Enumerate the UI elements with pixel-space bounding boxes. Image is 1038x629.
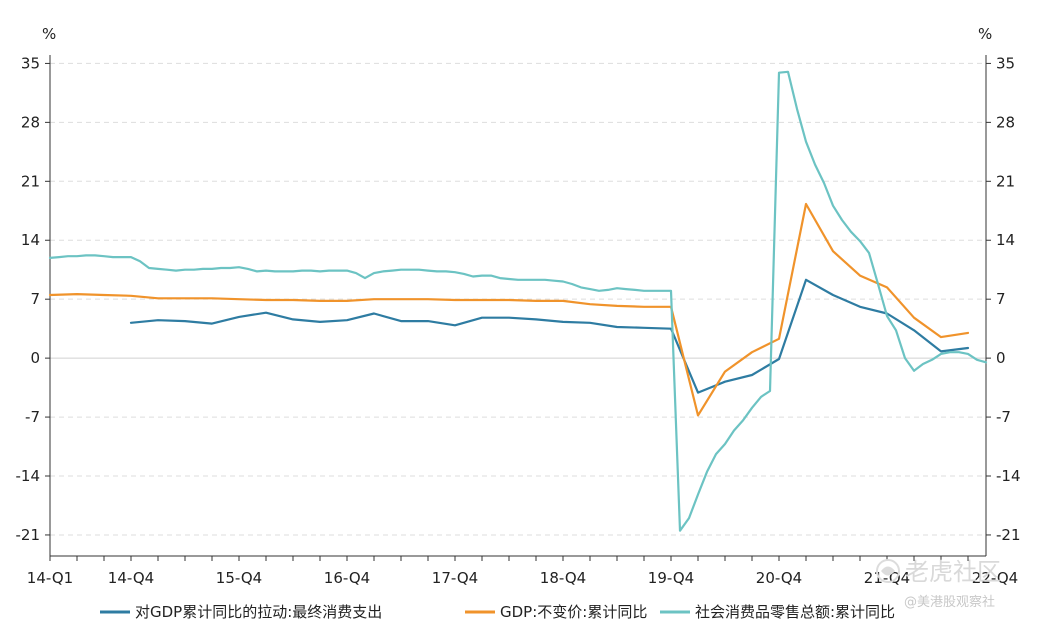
x-tick-label: 17-Q4 [432,569,478,587]
y-tick-label-right: -21 [996,526,1021,544]
watermark-logo-text: 老虎社区 [905,558,1001,586]
y-tick-label-right: -7 [996,408,1011,426]
y-tick-label-left: 21 [21,172,40,190]
x-tick-label: 18-Q4 [540,569,586,587]
x-tick-label: 19-Q4 [648,569,694,587]
left-y-tick-labels: 35 28 21 14 7 0 -7 -14 -21 [16,54,41,544]
x-tick-label: 20-Q4 [756,569,802,587]
left-axis-unit: % [42,25,56,43]
x-tick-label: 15-Q4 [216,569,262,587]
x-tick-labels: 14-Q1 14-Q4 15-Q4 16-Q4 17-Q4 18-Q4 19-Q4 20-Q4… [27,569,1018,587]
y-tick-label-right: -14 [996,467,1021,485]
grid-lines [50,62,986,536]
series-line-2 [48,202,970,417]
y-tick-label-right: 35 [996,54,1015,72]
y-tick-label-left: 14 [21,231,40,249]
right-axis-unit: % [978,25,992,43]
y-tick-label-left: 7 [30,290,40,308]
series-line-3 [48,70,988,532]
y-tick-label-left: 28 [21,113,40,131]
y-tick-label-left: 0 [30,349,40,367]
series-lines [48,70,988,532]
right-y-tick-labels: 35 28 21 14 7 0 -7 -14 -21 [996,54,1021,544]
x-tick-label: 22-Q4 [972,569,1018,587]
watermark-handle: @美港股观察社 [904,594,995,610]
y-tick-label-left: 35 [21,54,40,72]
y-tick-label-right: 21 [996,172,1015,190]
y-tick-label-right: 7 [996,290,1006,308]
tiger-logo-icon [876,559,900,583]
y-tick-label-left: -21 [16,526,41,544]
y-tick-label-left: -7 [25,408,40,426]
legend-label-2: GDP:不变价:累计同比 [500,603,647,621]
x-tick-label: 14-Q1 [27,569,73,587]
y-tick-label-right: 0 [996,349,1006,367]
axes [45,55,991,561]
y-tick-label-right: 28 [996,113,1015,131]
watermark: 老虎社区 @美港股观察社 [876,558,1001,610]
series-line-1 [129,278,970,394]
y-tick-label-right: 14 [996,231,1015,249]
legend-label-1: 对GDP累计同比的拉动:最终消费支出 [135,603,382,621]
legend: 对GDP累计同比的拉动:最终消费支出 GDP:不变价:累计同比 社会消费品零售总额:… [100,603,895,621]
y-tick-label-left: -14 [16,467,41,485]
x-tick-label: 16-Q4 [324,569,370,587]
legend-label-3: 社会消费品零售总额:累计同比 [695,603,895,621]
x-tick-label: 14-Q4 [108,569,154,587]
